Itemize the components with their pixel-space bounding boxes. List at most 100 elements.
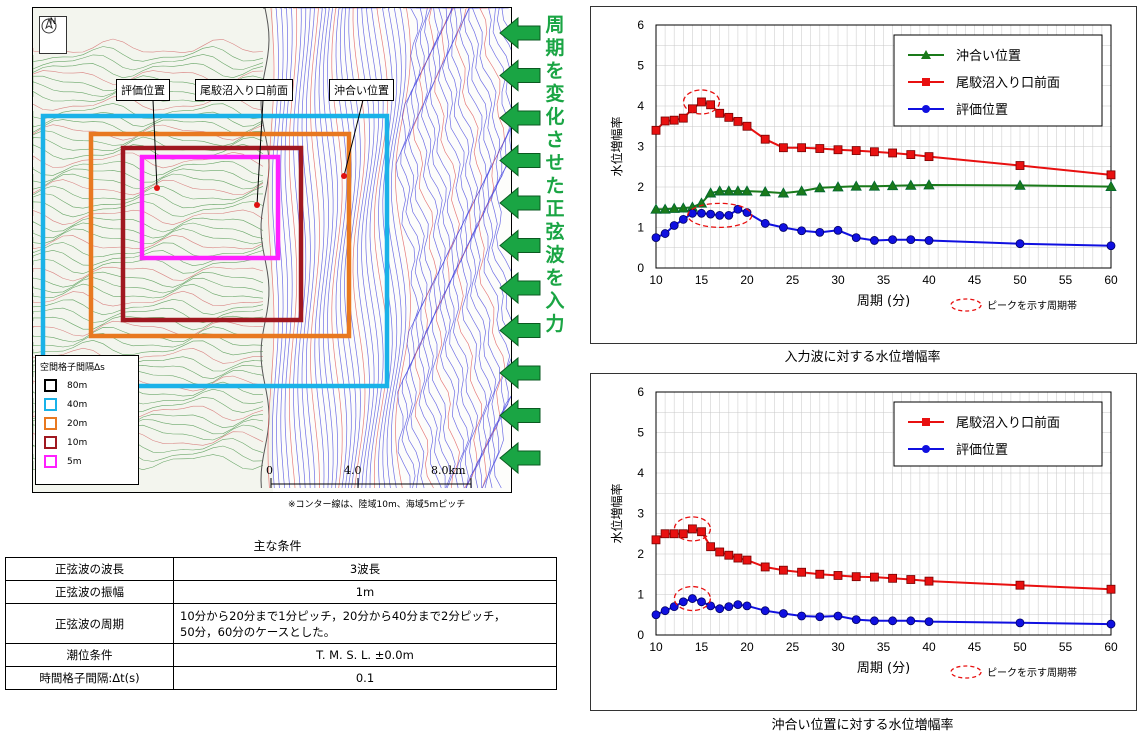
x-tick-label: 20 xyxy=(740,640,754,654)
x-tick-label: 35 xyxy=(877,273,891,287)
grid-box xyxy=(120,145,304,323)
data-point xyxy=(778,609,788,618)
chart-offshore-title: 沖合い位置に対する水位増幅率 xyxy=(771,718,954,733)
data-point xyxy=(697,208,706,218)
data-point xyxy=(778,565,788,575)
data-point xyxy=(869,616,879,626)
data-point xyxy=(833,611,843,621)
data-point xyxy=(651,535,661,545)
x-tick-label: 60 xyxy=(1104,640,1118,654)
data-point xyxy=(706,542,715,552)
input-wave-arrows xyxy=(499,16,541,475)
x-tick-label: 45 xyxy=(968,640,982,654)
data-point xyxy=(678,214,688,224)
x-tick-label: 55 xyxy=(1059,273,1073,287)
sea-contour xyxy=(339,8,352,489)
legend-item: 20m xyxy=(36,414,138,433)
data-point xyxy=(797,567,807,577)
data-point xyxy=(906,235,916,245)
sea-contour xyxy=(395,8,419,489)
data-point xyxy=(723,185,735,196)
sea-contour xyxy=(442,8,469,489)
legend-label: 80m xyxy=(67,380,88,391)
data-point xyxy=(678,597,688,607)
legend-swatch xyxy=(44,436,57,449)
data-point xyxy=(651,610,661,620)
scale-label-8km: 8.0km xyxy=(431,464,466,477)
data-point xyxy=(888,148,898,158)
contour-note: ※コンター線は、陸域10m、海域5mピッチ xyxy=(288,500,466,510)
sea-contour xyxy=(446,8,474,489)
data-point xyxy=(1106,170,1116,180)
data-point xyxy=(742,121,752,131)
data-point xyxy=(851,572,861,582)
data-point xyxy=(677,202,689,213)
land-contour xyxy=(33,332,264,348)
data-point xyxy=(1015,161,1025,170)
data-point xyxy=(906,150,916,160)
x-tick-label: 15 xyxy=(695,640,709,654)
y-tick-label: 0 xyxy=(637,261,644,275)
sea-contour xyxy=(280,8,288,489)
data-point xyxy=(815,227,825,237)
wave-arrow-icon xyxy=(499,144,541,177)
sea-contour xyxy=(301,8,311,489)
legend-marker xyxy=(922,78,930,86)
data-point xyxy=(869,572,879,582)
wave-arrow-icon xyxy=(499,229,541,262)
data-point xyxy=(1015,239,1025,249)
wave-arrow-icon xyxy=(499,314,541,347)
data-point xyxy=(906,575,916,584)
land-contour xyxy=(33,298,264,316)
land-contour xyxy=(33,143,264,160)
callout-evaluation-point: 評価位置 xyxy=(116,79,170,101)
table-row: 正弦波の周期 10分から20分まで1分ピッチ，20分から40分まで2分ピッチ， … xyxy=(5,603,557,644)
data-point xyxy=(1015,618,1025,628)
data-point xyxy=(660,229,670,238)
legend-marker xyxy=(922,105,930,113)
wave-arrow-icon xyxy=(499,186,541,220)
data-point xyxy=(697,97,706,107)
data-point xyxy=(814,181,826,193)
x-tick-label: 30 xyxy=(831,640,845,654)
data-point xyxy=(651,233,661,243)
legend-label: 40m xyxy=(67,399,88,410)
data-point xyxy=(886,179,899,191)
data-point xyxy=(732,185,744,196)
wave-arrow-icon xyxy=(499,271,541,305)
data-point xyxy=(797,611,807,621)
data-point xyxy=(924,617,934,627)
data-point xyxy=(660,606,670,616)
y-tick-label: 3 xyxy=(637,507,644,521)
data-point xyxy=(850,180,862,191)
side-text: 周期を変化させた正弦波を入力 xyxy=(545,14,565,335)
data-point xyxy=(669,115,679,125)
legend-label: 尾駮沼入り口前面 xyxy=(956,75,1060,91)
data-point xyxy=(669,221,679,230)
legend-item: 5m xyxy=(36,452,138,471)
data-point xyxy=(715,210,725,220)
land-contour xyxy=(33,271,264,288)
legend-swatch xyxy=(44,379,57,392)
x-tick-label: 50 xyxy=(1013,273,1027,287)
legend-item: 80m xyxy=(36,376,138,395)
data-point xyxy=(815,612,825,622)
sea-contour xyxy=(310,8,320,489)
land-contour xyxy=(33,277,264,294)
data-point xyxy=(678,113,688,123)
y-tick-label: 2 xyxy=(637,180,644,194)
legend-label: 20m xyxy=(67,418,88,429)
peak-note-label: ピークを示す周期帯 xyxy=(987,666,1077,679)
x-tick-label: 50 xyxy=(1013,640,1027,654)
sea-contour xyxy=(451,8,478,489)
sea-contour xyxy=(352,8,366,489)
data-point xyxy=(777,187,790,198)
observation-point xyxy=(341,173,347,179)
data-point xyxy=(650,203,662,214)
x-tick-label: 40 xyxy=(922,273,936,287)
land-contour xyxy=(33,54,264,71)
data-point xyxy=(733,600,743,610)
sea-contour xyxy=(493,8,511,489)
legend-marker xyxy=(921,50,931,59)
